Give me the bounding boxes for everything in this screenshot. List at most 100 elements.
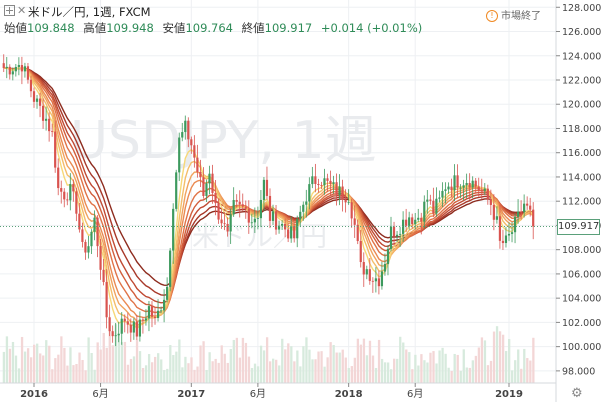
price-axis-label: 122.000 [562,75,601,86]
volume-bar [265,337,269,383]
symbol-line: 米ドル／円, 1週, FXCM [28,5,151,19]
candle-body [492,204,495,220]
candle-body [190,139,193,146]
clock-icon: ! [486,10,498,22]
volume-bar [408,352,411,383]
candle-body [314,176,317,184]
candle-body [438,197,441,199]
candle-body [350,202,353,219]
volume-bar [72,365,75,383]
ohlc-legend: 始値109.848 高値109.948 安値109.764 終値109.917 … [4,20,422,36]
volume-bar [368,340,372,383]
candle-body [72,184,75,192]
candle-body [60,188,63,192]
volume-bar [356,338,360,383]
candle-body [126,321,129,325]
volume-bar [511,370,514,383]
candle-body [520,211,523,213]
close-icon[interactable]: ✕ [17,4,27,17]
candle-body [214,192,217,204]
price-axis-label: 112.000 [562,197,601,208]
candle-body [169,250,172,287]
candle-body [250,222,253,224]
candle-body [5,66,8,69]
candle-body [347,202,350,204]
candle-body [178,137,181,173]
candle-body [271,211,275,221]
candle-body [471,180,474,188]
candle-body [408,217,411,226]
volume-bar [393,358,396,383]
candle-body [262,179,266,200]
volume-bar [450,370,453,383]
candle-body [477,186,480,191]
candle-body [111,331,114,337]
candle-body [338,186,341,195]
time-axis-label: 2019 [495,389,523,400]
volume-bar [126,364,130,383]
volume-bar [99,349,102,383]
volume-bar [350,366,353,383]
candle-body [277,225,281,230]
candle-body [280,223,284,226]
candle-body [208,173,211,184]
price-axis-label: 118.000 [562,124,601,135]
volume-bar [329,342,332,383]
volume-bar [396,358,399,383]
volume-bar [508,339,511,383]
candle-body [144,318,148,321]
candle-body [486,188,489,200]
volume-bar [129,358,133,383]
volume-bar [247,356,251,383]
candle-body [323,178,326,186]
volume-bar [281,338,284,383]
volume-bar [296,350,299,383]
price-axis-label: 104.000 [562,294,601,305]
volume-bar [456,354,459,383]
ema-line [3,67,534,287]
candle-body [368,269,371,281]
candle-body [38,98,42,106]
expand-icon[interactable] [4,5,15,16]
volume-bar [154,356,157,383]
price-axis-label: 114.000 [562,172,601,183]
volume-bar [250,367,254,383]
candle-body [11,71,14,75]
high-label: 高値 [83,21,107,35]
change-value: +0.014 (+0.01%) [320,21,423,35]
candle-body [299,211,302,220]
volume-bar [33,344,36,383]
volume-bar [517,349,520,383]
price-axis-label: 108.000 [562,245,601,256]
volume-bar [123,341,127,383]
candle-body [90,231,93,247]
candle-body [362,262,365,275]
candle-body [93,217,96,232]
candle-body [159,310,163,312]
volume-bar [175,351,178,383]
candle-body [247,208,250,223]
volume-bar [435,363,438,383]
volume-bar [63,347,66,383]
candle-body [57,167,60,189]
candle-body [193,145,196,158]
candle-body [483,188,486,191]
volume-bar [190,357,193,383]
candle-body [371,280,374,282]
volume-bar [20,336,24,383]
candle-body [87,246,90,253]
volume-bar [75,363,78,383]
candle-body [405,219,408,226]
candle-body [187,120,190,140]
gear-icon[interactable]: ⚙ [571,386,583,401]
volume-bar [166,368,169,383]
volume-bars [2,324,535,383]
candle-body [392,226,396,237]
candle-body [2,63,5,69]
volume-bar [144,365,148,383]
candle-body [290,226,293,239]
candle-body [229,214,232,232]
candle-body [353,218,356,225]
volume-bar [102,332,105,383]
